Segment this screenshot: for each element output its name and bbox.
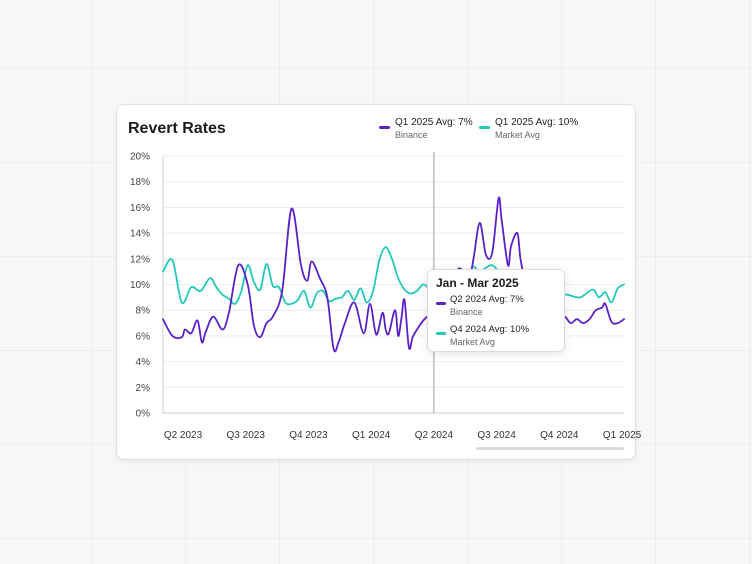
y-tick-label: 18% bbox=[130, 177, 150, 188]
tooltip-label: Q4 2024 Avg: 10% bbox=[450, 324, 530, 335]
y-tick-label: 20% bbox=[130, 152, 150, 163]
x-tick-label: Q1 2024 bbox=[352, 430, 391, 441]
y-tick-label: 12% bbox=[130, 254, 150, 265]
tooltip-label: Q2 2024 Avg: 7% bbox=[450, 294, 524, 305]
y-tick-label: 0% bbox=[136, 409, 151, 420]
x-tick-label: Q2 2024 bbox=[415, 430, 454, 441]
x-tick-label: Q1 2025 bbox=[603, 430, 642, 441]
y-tick-label: 10% bbox=[130, 280, 150, 291]
y-tick-label: 16% bbox=[130, 203, 150, 214]
tooltip-swatch-market-avg bbox=[436, 332, 446, 335]
x-tick-label: Q4 2023 bbox=[289, 430, 328, 441]
chart-tooltip: Jan - Mar 2025 Q2 2024 Avg: 7% Binance Q… bbox=[427, 269, 565, 352]
horizontal-scrollbar[interactable] bbox=[476, 447, 624, 450]
y-tick-label: 6% bbox=[136, 331, 151, 342]
y-tick-label: 2% bbox=[136, 383, 151, 394]
y-tick-label: 14% bbox=[130, 229, 150, 240]
tooltip-swatch-binance bbox=[436, 302, 446, 305]
legend-sublabel: Market Avg bbox=[495, 130, 540, 140]
tooltip-sublabel: Binance bbox=[450, 307, 483, 317]
tooltip-sublabel: Market Avg bbox=[450, 337, 495, 347]
chart-title: Revert Rates bbox=[128, 120, 226, 137]
tooltip-title: Jan - Mar 2025 bbox=[436, 276, 519, 290]
legend-sublabel: Binance bbox=[395, 130, 428, 140]
legend-swatch-binance bbox=[379, 126, 390, 129]
legend-label: Q1 2025 Avg: 7% bbox=[395, 117, 473, 128]
legend-label: Q1 2025 Avg: 10% bbox=[495, 117, 579, 128]
legend-swatch-market-avg bbox=[479, 126, 490, 129]
x-tick-label: Q3 2023 bbox=[227, 430, 266, 441]
x-tick-label: Q2 2023 bbox=[164, 430, 203, 441]
y-tick-label: 4% bbox=[136, 357, 151, 368]
x-tick-label: Q4 2024 bbox=[540, 430, 579, 441]
x-tick-label: Q3 2024 bbox=[477, 430, 516, 441]
y-tick-label: 8% bbox=[136, 306, 151, 317]
